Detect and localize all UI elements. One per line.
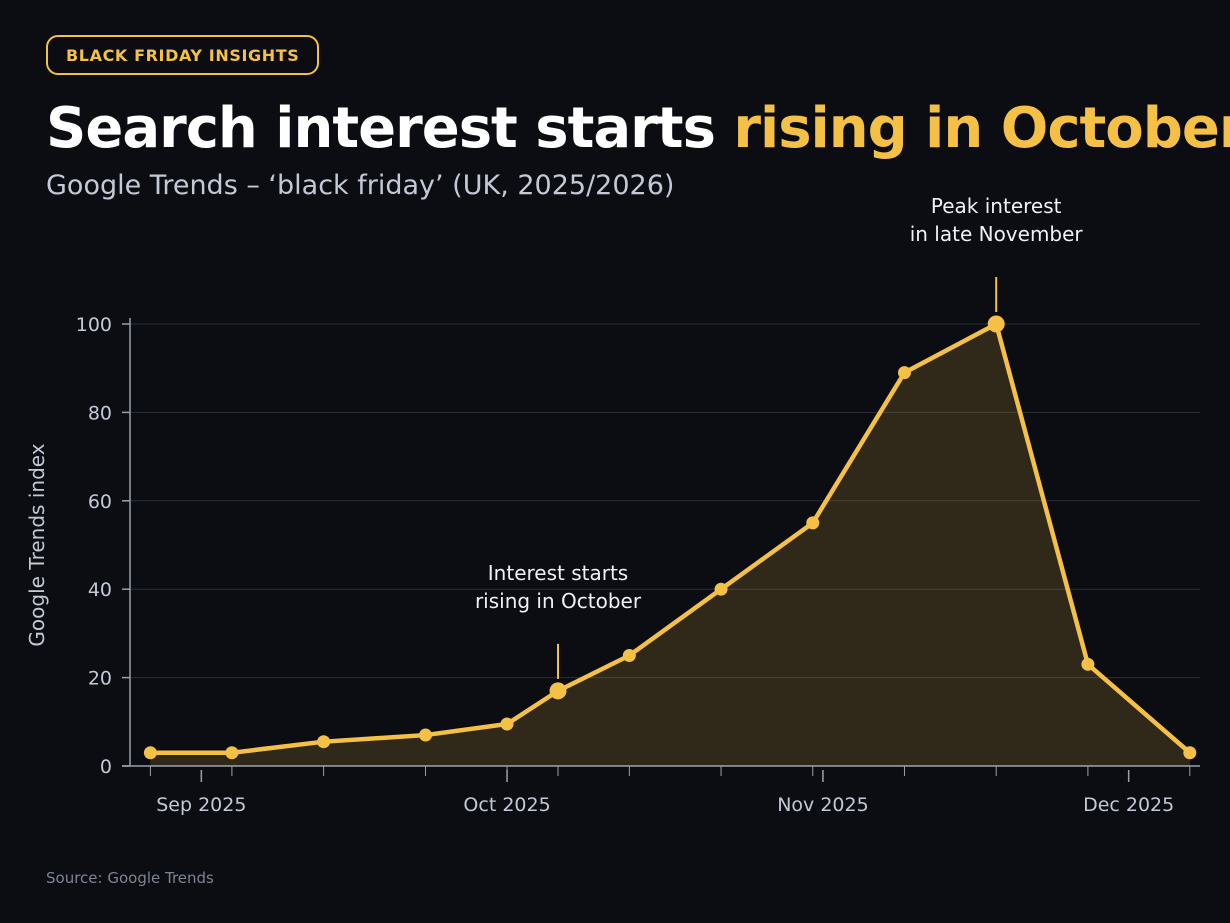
x-tick-label: Nov 2025 [777,794,868,816]
data-point [500,717,514,731]
data-point [317,735,331,749]
data-point [987,315,1005,333]
y-axis-label: Google Trends index [25,443,49,646]
y-tick-label: 80 [88,402,112,424]
annotation-text: rising in October [475,589,642,613]
data-point [897,366,911,380]
data-point [622,649,636,662]
annotation-text: in late November [910,222,1084,246]
y-tick-label: 100 [76,314,112,336]
annotation-text: Interest starts [488,561,628,585]
title-main: Search interest starts [46,96,734,161]
y-tick-label: 0 [100,756,112,778]
data-point [714,582,728,596]
title-highlight: rising in October [733,96,1230,161]
y-tick-label: 40 [88,579,112,601]
chart-subtitle: Google Trends – ‘black friday’ (UK, 2025… [46,170,675,201]
data-point [549,682,567,700]
data-point [419,728,433,742]
x-tick-label: Oct 2025 [463,794,550,816]
x-tick-label: Dec 2025 [1083,794,1174,816]
data-point [225,746,239,760]
y-tick-label: 60 [88,491,112,513]
data-point [143,746,157,760]
annotation-text: Peak interest [931,194,1062,218]
x-tick-label: Sep 2025 [156,794,246,816]
data-point [1183,746,1197,760]
source-note: Source: Google Trends [46,869,214,887]
area-fill [150,324,1190,766]
data-point [806,516,820,530]
data-point [1081,657,1095,671]
page-title: Search interest starts rising in October [46,96,1230,161]
y-tick-label: 20 [88,668,112,690]
category-badge: BLACK FRIDAY INSIGHTS [46,35,320,75]
